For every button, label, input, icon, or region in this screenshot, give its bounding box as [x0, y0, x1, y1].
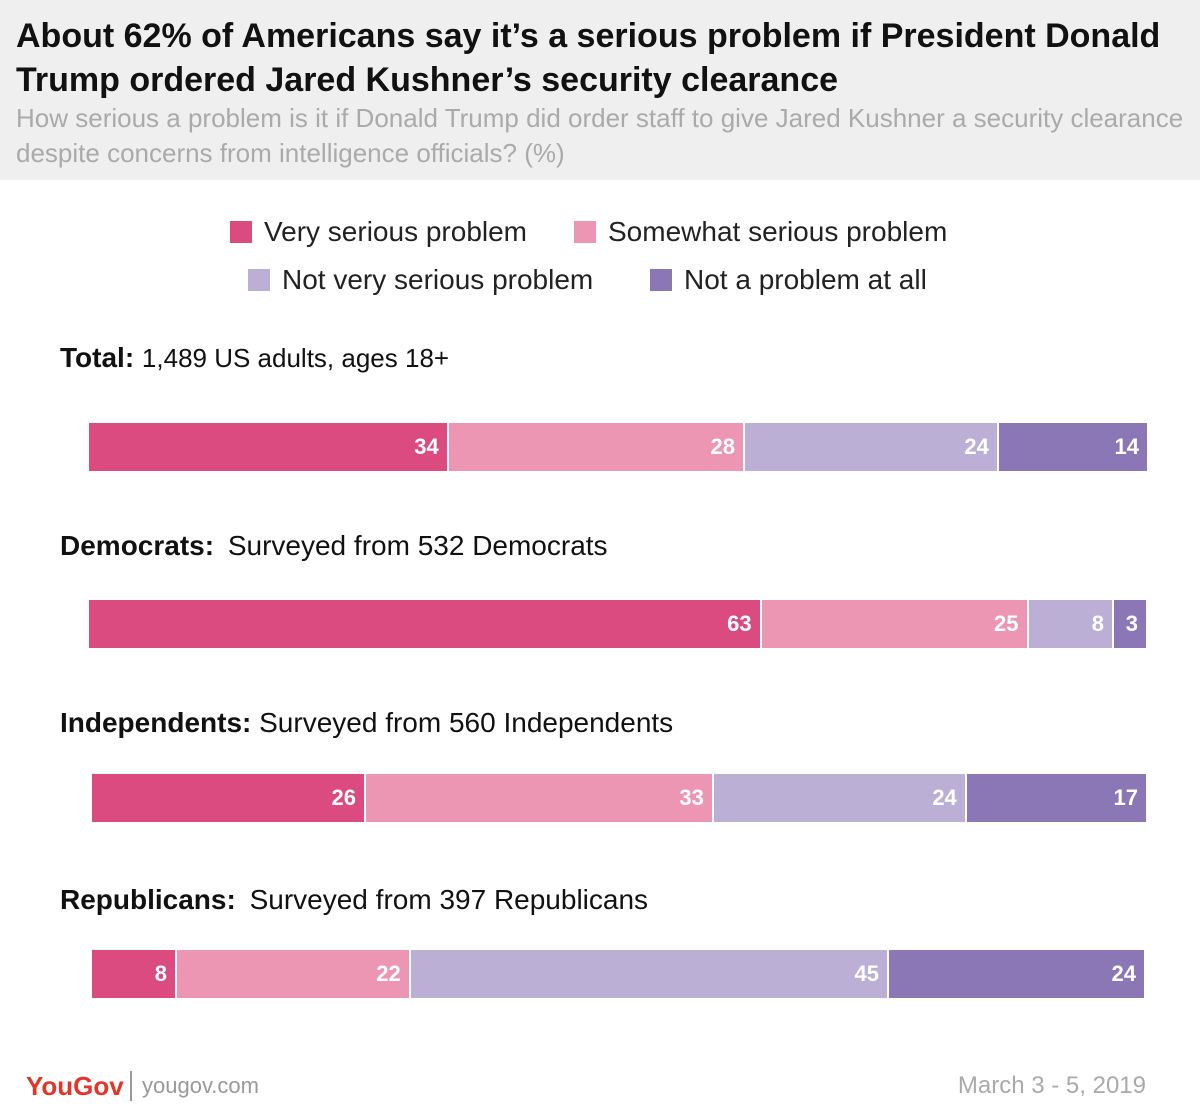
- group-name: Republicans: [60, 884, 227, 915]
- data-label: 17: [1113, 785, 1138, 810]
- group-name: Democrats: [60, 530, 205, 561]
- bar-segment-not-very-serious: 8: [1028, 600, 1114, 648]
- data-label: 45: [854, 961, 879, 986]
- legend-swatch: [574, 221, 596, 243]
- bar-segment-not-very-serious: 45: [410, 950, 889, 998]
- group-colon: :: [124, 342, 135, 373]
- chart-legend: Very serious problem Somewhat serious pr…: [0, 212, 1200, 302]
- legend-swatch: [650, 269, 672, 291]
- bar-row-independents: 26 33 24 17: [92, 774, 1146, 822]
- data-label: 14: [1114, 434, 1139, 459]
- legend-item-not-a-problem: Not a problem at all: [650, 262, 927, 298]
- group-colon: :: [204, 530, 215, 561]
- bar-segment-not-very-serious: 24: [744, 423, 999, 471]
- data-label: 34: [414, 434, 439, 459]
- group-note: Surveyed from 560 Independents: [259, 707, 674, 738]
- bar-segment-somewhat-serious: 22: [177, 950, 411, 998]
- legend-item-very-serious: Very serious problem: [230, 214, 527, 250]
- legend-label: Very serious problem: [264, 216, 528, 247]
- bar-row-total: 34 28 24 14: [89, 423, 1147, 471]
- chart-subtitle: How serious a problem is it if Donald Tr…: [16, 103, 1184, 168]
- data-label: 25: [994, 611, 1019, 636]
- bar-row-democrats: 63 25 8 3: [89, 600, 1146, 648]
- legend-item-not-very-serious: Not very serious problem: [248, 262, 593, 298]
- bar-segment-very-serious: 8: [92, 950, 177, 998]
- bar-segment-somewhat-serious: 25: [761, 600, 1029, 648]
- legend-swatch: [230, 221, 252, 243]
- group-label-democrats: Democrats: Surveyed from 532 Democrats: [60, 528, 608, 564]
- data-label: 24: [1111, 961, 1136, 986]
- data-label: 33: [679, 785, 704, 810]
- footer-divider: [130, 1071, 132, 1101]
- data-label: 8: [154, 961, 167, 986]
- data-label: 28: [710, 434, 735, 459]
- footer-url: yougov.com: [142, 1073, 259, 1098]
- bar-segment-not-very-serious: 24: [713, 774, 967, 822]
- group-note: 1,489 US adults, ages 18+: [141, 343, 450, 373]
- bar-row-republicans: 8 22 45 24: [92, 950, 1144, 998]
- data-label: 3: [1125, 611, 1138, 636]
- bar-segment-very-serious: 34: [89, 423, 449, 471]
- bar-segment-very-serious: 63: [89, 600, 762, 648]
- data-label: 26: [331, 785, 357, 810]
- bar-segment-not-a-problem: 14: [998, 423, 1147, 471]
- legend-label: Somewhat serious problem: [608, 216, 948, 247]
- footer-date: March 3 - 5, 2019: [957, 1072, 1146, 1099]
- bar-segment-very-serious: 26: [92, 774, 367, 822]
- bar-segment-not-a-problem: 3: [1113, 600, 1146, 648]
- legend-label: Not a problem at all: [684, 264, 927, 295]
- data-label: 22: [376, 961, 401, 986]
- chart-title: About 62% of Americans say it’s a seriou…: [16, 17, 1161, 99]
- group-colon: :: [226, 884, 236, 915]
- group-label-republicans: Republicans: Surveyed from 397 Republica…: [60, 882, 648, 918]
- group-colon: :: [242, 707, 252, 738]
- group-label-independents: Independents: Surveyed from 560 Independ…: [60, 705, 673, 741]
- group-note: Surveyed from 397 Republicans: [249, 884, 649, 915]
- data-label: 8: [1091, 611, 1104, 636]
- legend-label: Not very serious problem: [282, 264, 594, 295]
- bar-segment-not-a-problem: 17: [966, 774, 1146, 822]
- group-note: Surveyed from 532 Democrats: [227, 530, 608, 561]
- group-name: Independents: [60, 707, 243, 738]
- bar-segment-somewhat-serious: 33: [366, 774, 714, 822]
- group-name: Total: [60, 342, 125, 373]
- data-label: 24: [932, 785, 957, 810]
- data-label: 24: [964, 434, 989, 459]
- bar-segment-not-a-problem: 24: [888, 950, 1144, 998]
- data-label: 63: [727, 611, 752, 636]
- chart-header: About 62% of Americans say it’s a seriou…: [0, 0, 1200, 180]
- group-label-total: Total: 1,489 US adults, ages 18+: [60, 340, 449, 376]
- legend-swatch: [248, 269, 270, 291]
- legend-item-somewhat-serious: Somewhat serious problem: [574, 214, 947, 250]
- yougov-logo: YouGov: [26, 1071, 124, 1101]
- bar-segment-somewhat-serious: 28: [448, 423, 745, 471]
